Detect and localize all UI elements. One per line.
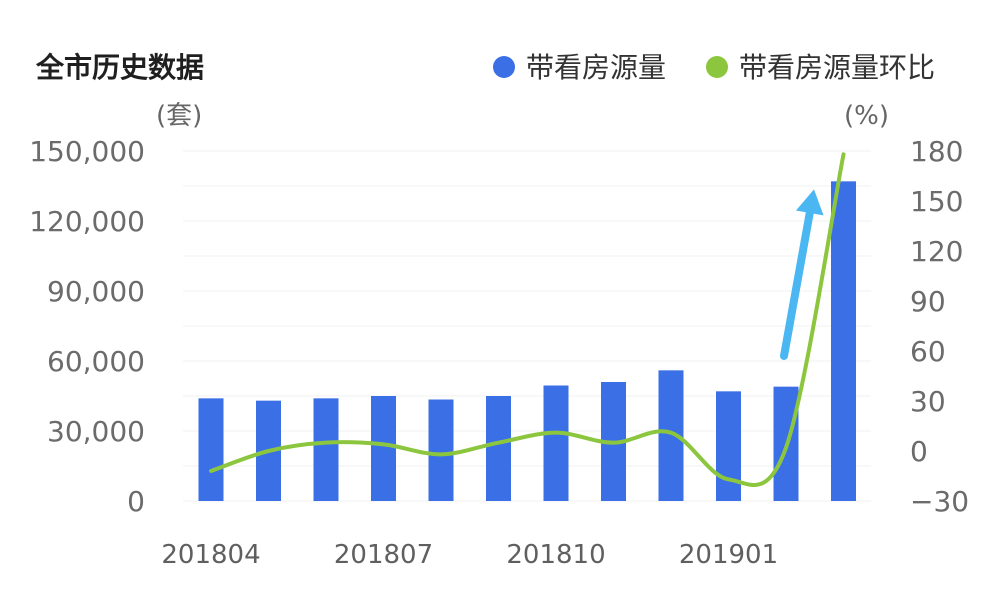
bar	[313, 398, 339, 501]
right-axis-tick-label: 90	[910, 285, 946, 318]
bar	[428, 399, 454, 501]
right-axis-tick-label: 60	[910, 335, 946, 368]
left-axis-tick-label: 150,000	[29, 135, 145, 168]
legend-bar-label: 带看房源量	[526, 51, 666, 84]
right-axis-tick-label: 0	[910, 435, 928, 468]
right-axis-tick-label: −30	[910, 485, 969, 518]
bar	[486, 396, 511, 501]
left-axis-tick-label: 30,000	[47, 415, 145, 448]
legend-bar-marker	[493, 56, 515, 78]
right-axis-ticks: −30 0 30 60 90 120 150 180	[910, 135, 969, 518]
left-axis-tick-label: 0	[127, 485, 145, 518]
series-line-ring-ratio	[209, 152, 846, 487]
bar	[371, 396, 396, 501]
arrow-head	[795, 189, 824, 216]
right-axis-tick-label: 150	[910, 185, 963, 218]
left-axis-tick-label: 60,000	[47, 345, 145, 378]
right-axis-unit: (%)	[844, 101, 889, 131]
right-axis-tick-label: 120	[910, 235, 963, 268]
arrow-shaft	[780, 208, 814, 360]
x-axis-tick-label: 201901	[679, 540, 778, 570]
annotation-arrow	[780, 189, 824, 360]
line-series	[209, 152, 846, 487]
bar	[716, 391, 741, 501]
left-axis-ticks: 0 30,000 60,000 90,000 120,000 150,000	[29, 135, 145, 518]
left-axis-tick-label: 120,000	[29, 205, 145, 238]
grid-lines	[183, 150, 871, 502]
left-axis-unit: (套)	[156, 101, 202, 131]
x-axis-tick-label: 201807	[334, 540, 433, 570]
right-axis-tick-label: 180	[910, 135, 963, 168]
legend-line-label: 带看房源量环比	[739, 51, 935, 84]
right-axis-tick-label: 30	[910, 385, 946, 418]
bar	[543, 385, 569, 501]
bar	[198, 398, 224, 501]
left-axis-tick-label: 90,000	[47, 275, 145, 308]
bar-series	[198, 181, 856, 502]
x-axis-ticks: 201804 201807 201810 201901	[161, 540, 778, 570]
x-axis-tick-label: 201804	[161, 540, 260, 570]
chart-title: 全市历史数据	[35, 51, 204, 84]
legend-line-marker	[706, 56, 728, 78]
bar	[831, 181, 856, 502]
x-axis-tick-label: 201810	[506, 540, 605, 570]
